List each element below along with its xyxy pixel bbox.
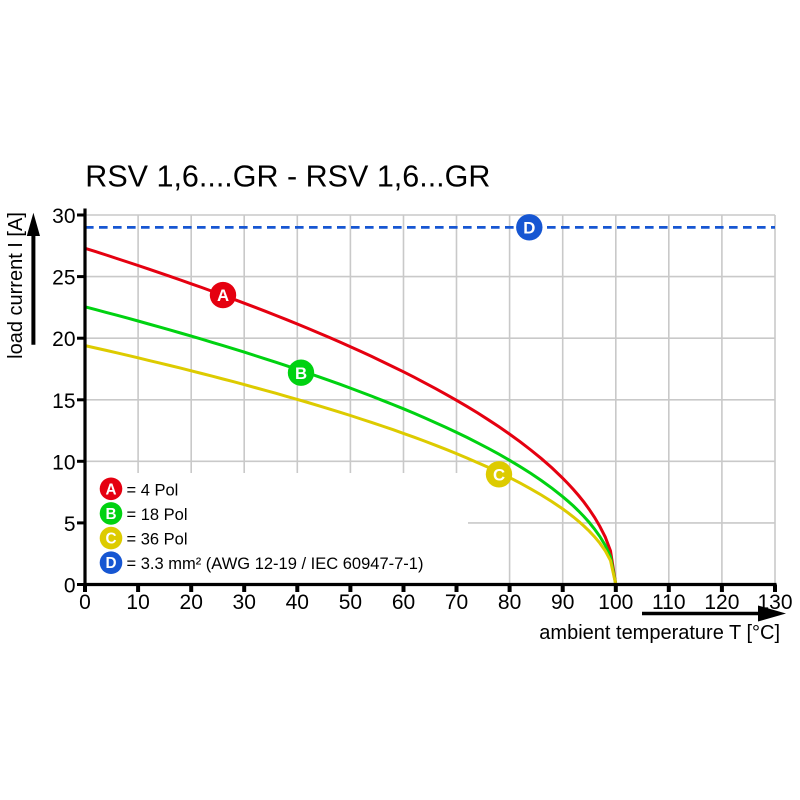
svg-text:30: 30 xyxy=(233,591,256,614)
svg-text:= 4 Pol: = 4 Pol xyxy=(127,481,179,499)
svg-text:60: 60 xyxy=(392,591,415,614)
svg-text:40: 40 xyxy=(286,591,309,614)
svg-text:110: 110 xyxy=(652,591,685,614)
svg-text:= 36 Pol: = 36 Pol xyxy=(127,531,188,549)
svg-text:= 18 Pol: = 18 Pol xyxy=(127,506,188,524)
svg-text:B: B xyxy=(295,364,307,383)
svg-text:25: 25 xyxy=(52,267,75,290)
svg-text:C: C xyxy=(105,531,116,548)
svg-text:0: 0 xyxy=(64,574,76,597)
svg-text:70: 70 xyxy=(445,591,468,614)
svg-text:D: D xyxy=(105,555,116,572)
svg-text:A: A xyxy=(217,286,229,305)
svg-text:100: 100 xyxy=(598,591,633,614)
svg-text:10: 10 xyxy=(52,451,75,474)
svg-text:30: 30 xyxy=(52,205,75,228)
svg-text:ambient temperature T [°C]: ambient temperature T [°C] xyxy=(539,622,780,644)
svg-text:C: C xyxy=(493,465,505,484)
svg-text:15: 15 xyxy=(52,390,75,413)
svg-text:D: D xyxy=(523,218,535,237)
svg-text:5: 5 xyxy=(64,513,76,536)
svg-text:0: 0 xyxy=(79,591,91,614)
svg-text:RSV 1,6....GR - RSV 1,6...GR: RSV 1,6....GR - RSV 1,6...GR xyxy=(85,160,490,194)
svg-text:120: 120 xyxy=(704,591,739,614)
svg-text:90: 90 xyxy=(551,591,574,614)
svg-text:50: 50 xyxy=(339,591,362,614)
svg-text:20: 20 xyxy=(180,591,203,614)
svg-text:80: 80 xyxy=(498,591,521,614)
svg-text:B: B xyxy=(105,506,116,523)
svg-text:load current I [A]: load current I [A] xyxy=(5,212,27,359)
svg-text:A: A xyxy=(105,481,116,498)
svg-text:20: 20 xyxy=(52,328,75,351)
svg-text:= 3.3 mm² (AWG 12-19 / IEC 609: = 3.3 mm² (AWG 12-19 / IEC 60947-7-1) xyxy=(127,555,424,573)
svg-text:10: 10 xyxy=(126,591,149,614)
